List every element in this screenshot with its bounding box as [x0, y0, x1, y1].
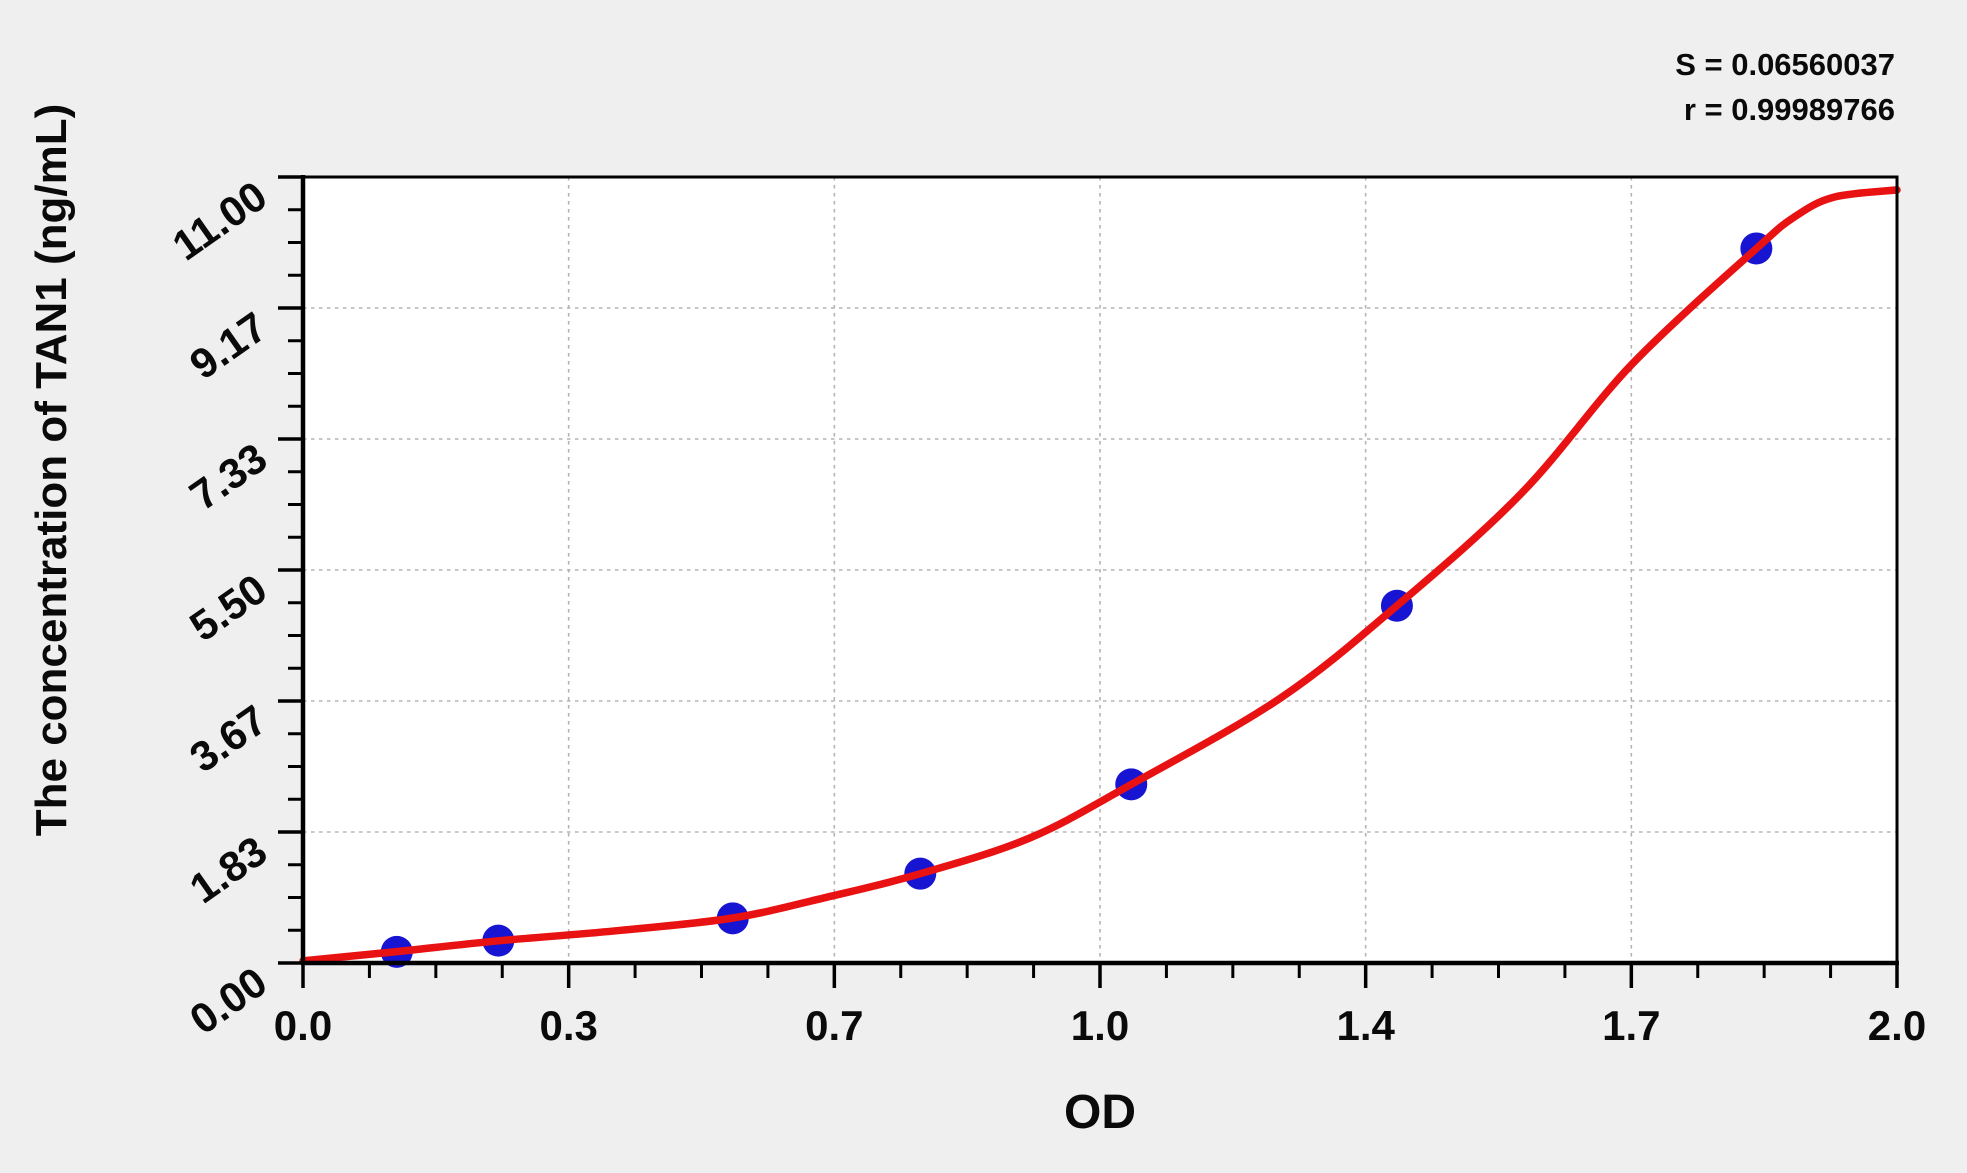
x-tick-label: 0.0	[274, 1002, 332, 1049]
y-tick-label: 9.17	[181, 303, 275, 388]
x-axis-title: OD	[1064, 1086, 1136, 1139]
y-tick-label: 5.50	[181, 565, 275, 650]
x-tick-label: 0.7	[805, 1002, 863, 1049]
stat-r-value: r = 0.99989766	[1684, 92, 1895, 127]
x-tick-label: 1.4	[1336, 1002, 1395, 1049]
y-tick-label: 0.00	[181, 958, 275, 1043]
x-tick-label: 2.0	[1868, 1002, 1926, 1049]
x-tick-label: 1.0	[1071, 1002, 1129, 1049]
y-tick-label: 11.00	[164, 172, 275, 269]
x-tick-label: 1.7	[1602, 1002, 1660, 1049]
plot-layer: 0.0 0.3 0.7 1.0 1.4 1.7 2.0 0.00 1.83 3.67 5.50 7.3…	[164, 172, 1926, 1049]
x-tick-label: 0.3	[539, 1002, 597, 1049]
y-axis-title: The concentration of TAN1 (ng/mL)	[27, 104, 76, 837]
stat-s-value: S = 0.06560037	[1675, 47, 1895, 82]
fit-curve	[299, 186, 1901, 965]
y-tick-label: 3.67	[181, 696, 275, 781]
y-tick-label: 7.33	[181, 434, 275, 519]
y-tick-label: 1.83	[181, 827, 275, 912]
